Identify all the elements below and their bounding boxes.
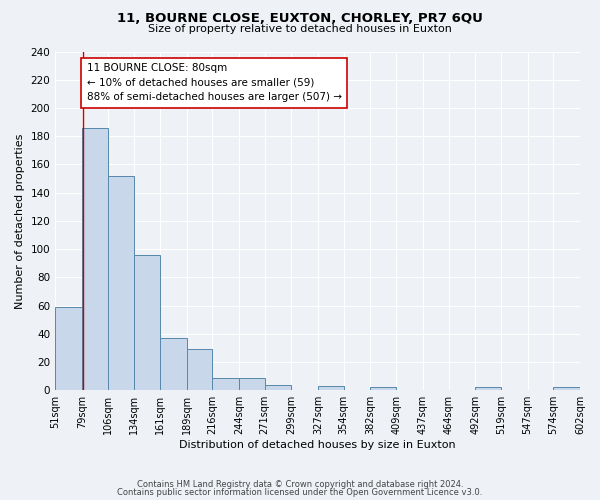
Bar bbox=[82, 128, 107, 390]
Bar bbox=[107, 176, 134, 390]
Bar bbox=[134, 254, 160, 390]
Text: 11 BOURNE CLOSE: 80sqm
← 10% of detached houses are smaller (59)
88% of semi-det: 11 BOURNE CLOSE: 80sqm ← 10% of detached… bbox=[86, 63, 341, 102]
Bar bbox=[475, 388, 501, 390]
Bar bbox=[160, 338, 187, 390]
Bar bbox=[239, 378, 265, 390]
Bar bbox=[187, 350, 212, 390]
Bar bbox=[55, 307, 82, 390]
Text: Contains public sector information licensed under the Open Government Licence v3: Contains public sector information licen… bbox=[118, 488, 482, 497]
X-axis label: Distribution of detached houses by size in Euxton: Distribution of detached houses by size … bbox=[179, 440, 456, 450]
Bar bbox=[370, 388, 396, 390]
Bar bbox=[553, 388, 580, 390]
Bar bbox=[212, 378, 239, 390]
Text: 11, BOURNE CLOSE, EUXTON, CHORLEY, PR7 6QU: 11, BOURNE CLOSE, EUXTON, CHORLEY, PR7 6… bbox=[117, 12, 483, 24]
Text: Contains HM Land Registry data © Crown copyright and database right 2024.: Contains HM Land Registry data © Crown c… bbox=[137, 480, 463, 489]
Bar bbox=[318, 386, 344, 390]
Y-axis label: Number of detached properties: Number of detached properties bbox=[15, 133, 25, 308]
Text: Size of property relative to detached houses in Euxton: Size of property relative to detached ho… bbox=[148, 24, 452, 34]
Bar bbox=[265, 384, 292, 390]
